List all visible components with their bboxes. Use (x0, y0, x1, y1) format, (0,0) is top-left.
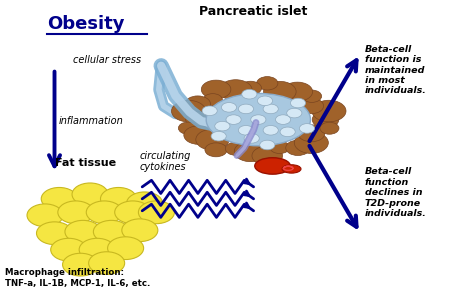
Circle shape (291, 98, 306, 108)
Circle shape (244, 134, 259, 143)
Circle shape (27, 204, 63, 227)
Circle shape (86, 201, 122, 224)
Ellipse shape (255, 158, 290, 174)
Circle shape (221, 103, 237, 112)
Circle shape (234, 141, 267, 162)
Circle shape (93, 220, 129, 243)
Circle shape (287, 108, 302, 118)
Circle shape (58, 201, 94, 224)
Circle shape (260, 140, 275, 150)
Circle shape (138, 201, 174, 224)
Circle shape (205, 143, 227, 157)
Circle shape (108, 237, 144, 260)
Circle shape (89, 252, 125, 274)
Circle shape (63, 253, 99, 276)
Circle shape (211, 131, 226, 141)
Circle shape (127, 192, 163, 215)
Circle shape (36, 222, 73, 245)
Text: Fat tissue: Fat tissue (55, 158, 116, 168)
Circle shape (242, 89, 257, 99)
Circle shape (100, 187, 137, 210)
Circle shape (238, 104, 254, 114)
Text: circulating
cytokines: circulating cytokines (140, 151, 191, 172)
Circle shape (300, 123, 315, 133)
Circle shape (72, 183, 108, 206)
Circle shape (298, 125, 325, 142)
Circle shape (270, 141, 290, 154)
Circle shape (312, 111, 339, 128)
Circle shape (283, 82, 312, 101)
Circle shape (79, 238, 115, 261)
Circle shape (196, 129, 229, 150)
Circle shape (122, 219, 158, 242)
Circle shape (226, 142, 246, 155)
Circle shape (202, 106, 217, 116)
Circle shape (184, 126, 213, 144)
Text: Macrophage infiltration:
TNF-a, IL-1B, MCP-1, IL-6, etc.: Macrophage infiltration: TNF-a, IL-1B, M… (5, 269, 150, 288)
Circle shape (263, 104, 278, 114)
Text: Pancreatic islet: Pancreatic islet (200, 5, 308, 19)
Circle shape (312, 100, 346, 122)
Circle shape (185, 96, 210, 112)
Circle shape (294, 132, 328, 153)
Circle shape (275, 115, 291, 124)
Circle shape (201, 80, 231, 99)
Circle shape (264, 81, 296, 102)
Circle shape (302, 90, 322, 102)
Circle shape (257, 96, 273, 106)
Circle shape (251, 115, 266, 124)
Circle shape (299, 98, 324, 114)
Circle shape (51, 238, 87, 261)
Circle shape (215, 121, 230, 131)
Circle shape (320, 122, 339, 134)
Circle shape (65, 220, 101, 243)
Ellipse shape (282, 165, 301, 173)
Text: cellular stress: cellular stress (73, 55, 142, 65)
Text: inflammation: inflammation (58, 116, 123, 126)
Circle shape (186, 112, 211, 128)
Circle shape (219, 80, 252, 100)
Text: Beta-cell
function is
maintained
in most
individuals.: Beta-cell function is maintained in most… (365, 45, 427, 95)
Text: Obesity: Obesity (47, 15, 125, 33)
Circle shape (263, 126, 278, 135)
Circle shape (252, 146, 283, 165)
Ellipse shape (206, 93, 310, 146)
Circle shape (280, 127, 295, 137)
Circle shape (286, 140, 310, 155)
Circle shape (240, 81, 262, 95)
Circle shape (256, 77, 278, 90)
Circle shape (172, 100, 206, 122)
Text: Beta-cell
function
declines in
T2D-prone
individuals.: Beta-cell function declines in T2D-prone… (365, 167, 427, 218)
Circle shape (115, 201, 151, 224)
Circle shape (226, 115, 241, 124)
Circle shape (238, 126, 254, 135)
Circle shape (178, 122, 198, 134)
Circle shape (41, 187, 77, 210)
Circle shape (203, 94, 222, 106)
